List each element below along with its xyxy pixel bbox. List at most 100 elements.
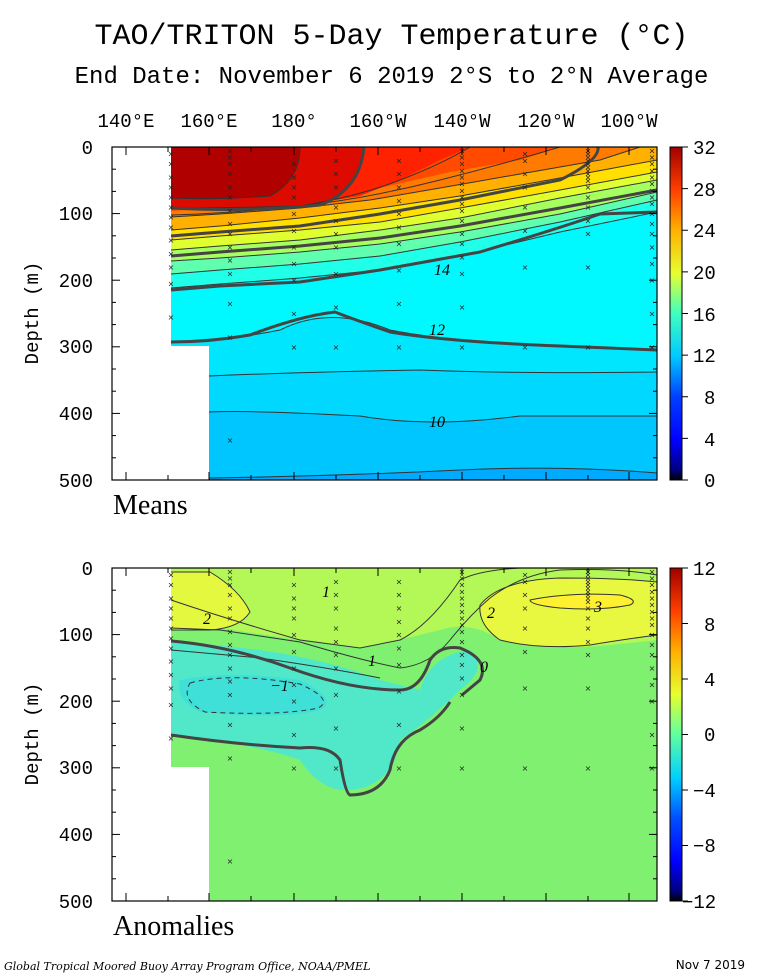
station-mark: × — [168, 236, 175, 245]
station-mark: × — [168, 594, 175, 603]
station-mark: × — [459, 581, 466, 590]
station-mark: × — [585, 216, 592, 225]
station-mark: × — [396, 721, 403, 730]
station-mark: × — [333, 724, 340, 733]
anomaly-field-plus2-east — [479, 578, 657, 647]
anomalies-colorbar: 12 8 4 0 −4 −8 −12 — [669, 559, 716, 914]
station-mark: × — [585, 203, 592, 212]
station-mark: × — [649, 581, 656, 590]
cb-top-24: 24 — [693, 221, 716, 243]
anomaly-contour-1-upper — [170, 568, 521, 649]
cb-top-12: 12 — [693, 346, 716, 368]
anomaly-field-plus3 — [530, 594, 634, 609]
station-mark: × — [459, 180, 466, 189]
anomalies-station-marks: ××××××××××××××××××××××××××××××××××××××××… — [168, 567, 656, 866]
station-mark: × — [291, 226, 298, 235]
station-mark: × — [227, 604, 234, 613]
cb-top-8: 8 — [704, 388, 715, 410]
contour-label-10: 10 — [429, 414, 445, 431]
station-mark: × — [333, 270, 340, 279]
cb-bot-8: 8 — [704, 615, 715, 637]
station-mark: × — [585, 604, 592, 613]
cb-bot-minus4: −4 — [693, 781, 716, 803]
station-mark: × — [333, 170, 340, 179]
station-mark: × — [522, 604, 529, 613]
anomaly-contour-2-west — [171, 571, 251, 631]
station-mark: × — [168, 571, 175, 580]
station-mark: × — [649, 614, 656, 623]
station-mark: × — [459, 216, 466, 225]
station-mark: × — [522, 203, 529, 212]
means-missing-data-mask — [112, 147, 209, 480]
station-mark: × — [333, 156, 340, 165]
cb-bot-minus12: −12 — [682, 892, 716, 914]
station-mark: × — [227, 574, 234, 583]
station-mark: × — [333, 624, 340, 633]
station-mark: × — [459, 200, 466, 209]
station-mark: × — [649, 160, 656, 169]
station-mark: × — [333, 577, 340, 586]
lon-label-120W: 120°W — [517, 111, 575, 133]
anomalies-panel-label: Anomalies — [113, 911, 234, 942]
isotherm-12-bold — [170, 310, 657, 352]
station-mark: × — [333, 303, 340, 312]
station-mark: × — [396, 183, 403, 192]
station-mark: × — [168, 313, 175, 322]
anomaly-depth-label-100: 100 — [59, 625, 93, 647]
station-mark: × — [585, 176, 592, 185]
station-mark: × — [291, 260, 298, 269]
station-mark: × — [396, 764, 403, 773]
station-mark: × — [333, 604, 340, 613]
station-mark: × — [585, 166, 592, 175]
station-mark: × — [291, 681, 298, 690]
isotherm-28-bold — [170, 147, 366, 211]
cb-bot-0: 0 — [704, 725, 715, 747]
station-mark: × — [227, 567, 234, 576]
station-mark: × — [459, 160, 466, 169]
station-mark: × — [585, 263, 592, 272]
station-mark: × — [396, 266, 403, 275]
station-mark: × — [396, 210, 403, 219]
lon-label-100W: 100°W — [600, 111, 658, 133]
isotherm-24 — [170, 159, 657, 231]
station-mark: × — [459, 193, 466, 202]
chart-title: TAO/TRITON 5-Day Temperature (°C) — [94, 20, 689, 54]
station-mark: × — [649, 146, 656, 155]
means-bold-contours — [170, 147, 657, 352]
station-mark: × — [291, 647, 298, 656]
station-mark: × — [396, 661, 403, 670]
cb-bot-4: 4 — [704, 670, 715, 692]
station-mark: × — [168, 250, 175, 259]
station-mark: × — [227, 857, 234, 866]
station-mark: × — [168, 604, 175, 613]
station-mark: × — [649, 260, 656, 269]
anomalies-depth-axis: 0 100 200 300 400 500 — [59, 559, 93, 914]
station-mark: × — [522, 343, 529, 352]
station-mark: × — [649, 173, 656, 182]
station-mark: × — [291, 310, 298, 319]
station-mark: × — [649, 651, 656, 660]
station-mark: × — [585, 764, 592, 773]
station-mark: × — [227, 153, 234, 162]
station-mark: × — [459, 674, 466, 683]
station-mark: × — [522, 226, 529, 235]
means-ticks — [112, 146, 657, 481]
station-mark: × — [291, 343, 298, 352]
station-mark: × — [227, 206, 234, 215]
station-mark: × — [291, 697, 298, 706]
station-mark: × — [227, 183, 234, 192]
station-mark: × — [168, 193, 175, 202]
station-mark: × — [396, 300, 403, 309]
station-mark: × — [649, 220, 656, 229]
station-mark: × — [649, 230, 656, 239]
station-mark: × — [522, 150, 529, 159]
station-mark: × — [168, 223, 175, 232]
station-mark: × — [396, 343, 403, 352]
station-mark: × — [585, 587, 592, 596]
station-mark: × — [585, 170, 592, 179]
anomalies-colorbar-gradient — [669, 567, 683, 902]
isotherm-27 — [170, 147, 471, 209]
station-mark: × — [227, 721, 234, 730]
station-mark: × — [585, 637, 592, 646]
station-mark: × — [459, 724, 466, 733]
